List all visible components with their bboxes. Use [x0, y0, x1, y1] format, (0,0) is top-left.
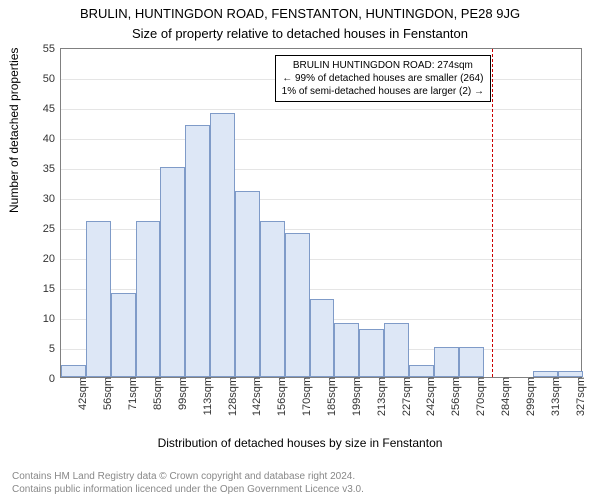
x-tick: 185sqm: [326, 377, 338, 416]
y-tick: 10: [43, 313, 61, 325]
x-tick: 299sqm: [525, 377, 537, 416]
footer-line-2: Contains public information licenced und…: [12, 484, 364, 497]
y-tick: 50: [43, 73, 61, 85]
histogram-bar: [136, 221, 161, 377]
gridline: [61, 109, 581, 110]
histogram-bar: [285, 233, 310, 377]
x-tick: 128sqm: [227, 377, 239, 416]
x-tick: 113sqm: [202, 377, 214, 415]
chart-title-description: Size of property relative to detached ho…: [0, 26, 600, 41]
histogram-bar: [359, 329, 384, 377]
property-annotation: BRULIN HUNTINGDON ROAD: 274sqm← 99% of d…: [275, 55, 491, 102]
gridline: [61, 139, 581, 140]
x-tick: 156sqm: [276, 377, 288, 416]
x-tick: 71sqm: [127, 377, 139, 410]
x-tick: 256sqm: [450, 377, 462, 416]
histogram-bar: [310, 299, 335, 377]
x-tick: 199sqm: [351, 377, 363, 416]
y-tick: 35: [43, 163, 61, 175]
histogram-bar: [235, 191, 260, 377]
x-tick: 284sqm: [500, 377, 512, 416]
footer-attribution: Contains HM Land Registry data © Crown c…: [12, 471, 364, 496]
y-tick: 55: [43, 43, 61, 55]
histogram-bar: [185, 125, 210, 377]
y-tick: 40: [43, 133, 61, 145]
histogram-bar: [111, 293, 136, 377]
x-tick: 213sqm: [376, 377, 388, 416]
x-tick: 99sqm: [177, 377, 189, 410]
histogram-bar: [210, 113, 235, 377]
histogram-bar: [86, 221, 111, 377]
y-tick: 20: [43, 253, 61, 265]
y-tick: 5: [49, 343, 61, 355]
gridline: [61, 199, 581, 200]
x-tick: 227sqm: [401, 377, 413, 416]
footer-line-1: Contains HM Land Registry data © Crown c…: [12, 471, 364, 484]
y-tick: 0: [49, 373, 61, 385]
histogram-bar: [334, 323, 359, 377]
x-tick: 170sqm: [301, 377, 313, 416]
x-tick: 270sqm: [475, 377, 487, 416]
histogram-bar: [61, 365, 86, 377]
histogram-plot-area: 051015202530354045505542sqm56sqm71sqm85s…: [60, 48, 582, 378]
annotation-line: 1% of semi-detached houses are larger (2…: [282, 85, 484, 98]
y-axis-label: Number of detached properties: [7, 48, 21, 213]
property-marker-line: [492, 49, 493, 377]
chart-title-address: BRULIN, HUNTINGDON ROAD, FENSTANTON, HUN…: [0, 6, 600, 21]
y-tick: 45: [43, 103, 61, 115]
x-tick: 313sqm: [550, 377, 562, 416]
annotation-line: BRULIN HUNTINGDON ROAD: 274sqm: [282, 59, 484, 72]
x-axis-label: Distribution of detached houses by size …: [0, 436, 600, 450]
y-tick: 25: [43, 223, 61, 235]
y-tick: 30: [43, 193, 61, 205]
x-tick: 142sqm: [251, 377, 263, 416]
x-tick: 327sqm: [575, 377, 587, 416]
histogram-bar: [459, 347, 484, 377]
gridline: [61, 169, 581, 170]
x-tick: 42sqm: [77, 377, 89, 410]
x-tick: 242sqm: [425, 377, 437, 416]
x-tick: 85sqm: [152, 377, 164, 410]
annotation-line: ← 99% of detached houses are smaller (26…: [282, 72, 484, 85]
histogram-bar: [160, 167, 185, 377]
histogram-bar: [384, 323, 409, 377]
histogram-bar: [260, 221, 285, 377]
histogram-bar: [409, 365, 434, 377]
histogram-bar: [434, 347, 459, 377]
y-tick: 15: [43, 283, 61, 295]
x-tick: 56sqm: [102, 377, 114, 410]
